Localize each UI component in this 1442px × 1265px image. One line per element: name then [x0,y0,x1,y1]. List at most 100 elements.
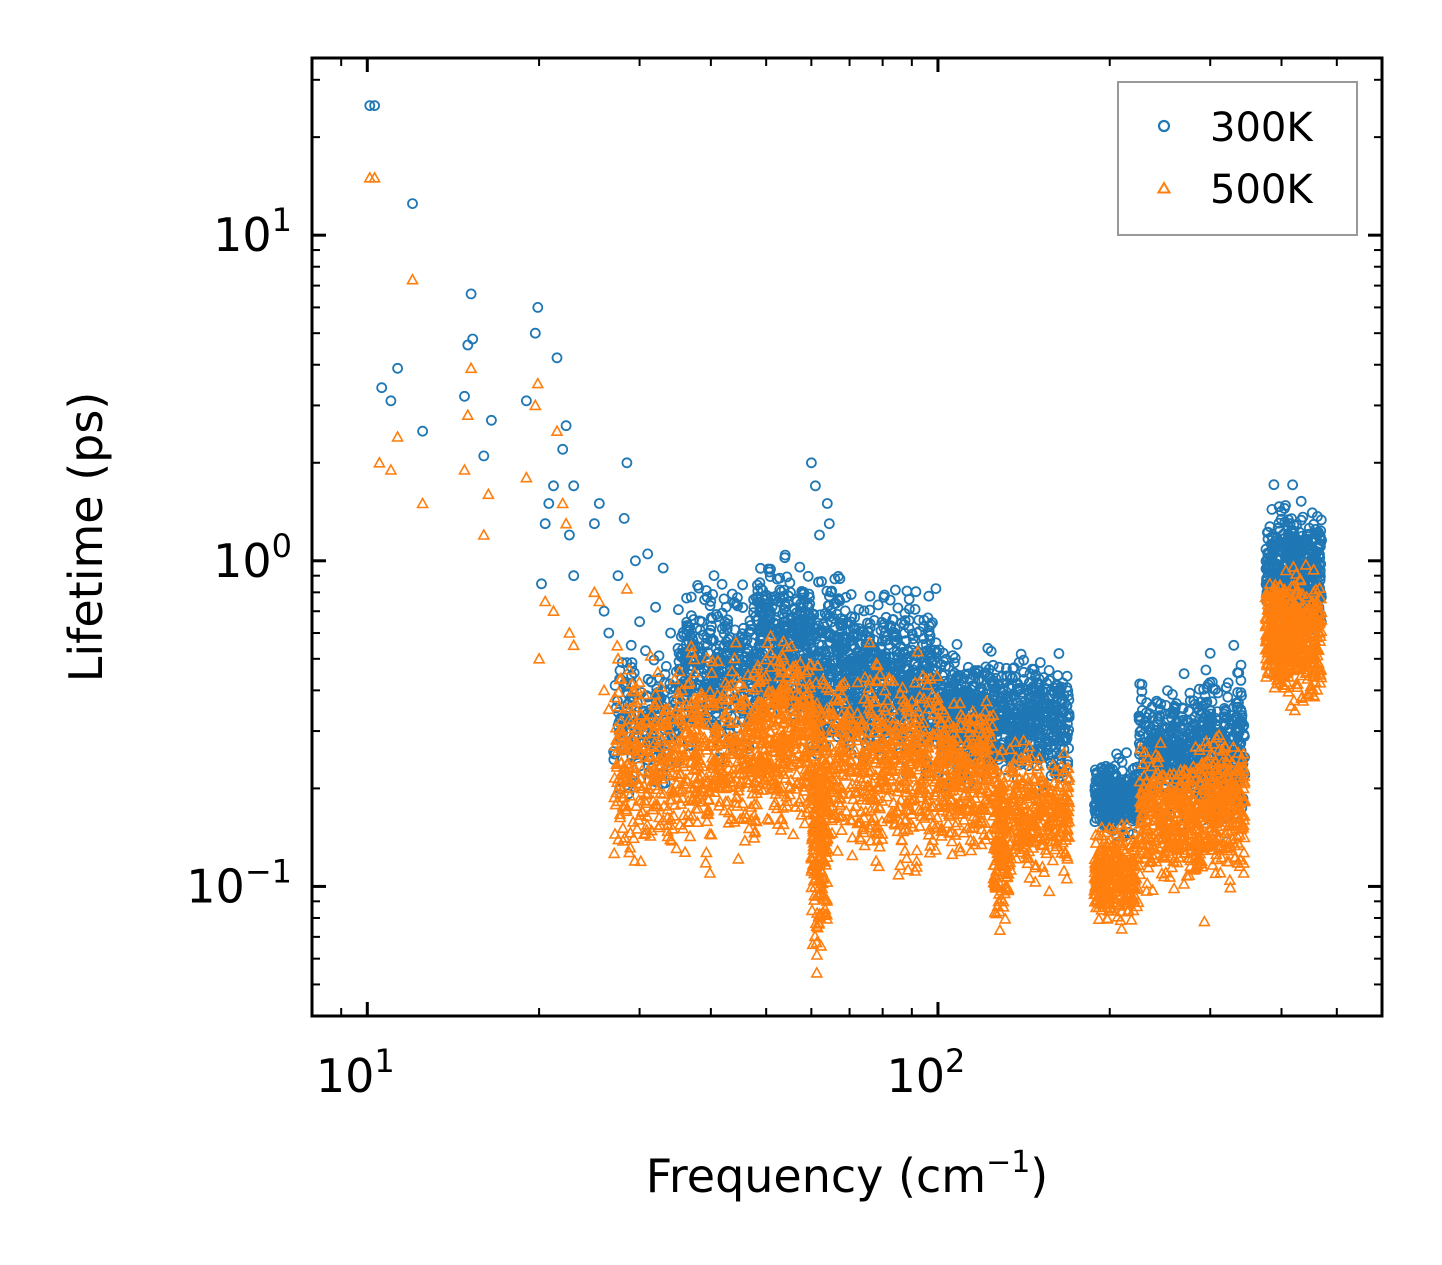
data-point-300k [899,648,911,660]
data-point-300k [755,582,767,594]
data-point-300k [898,619,910,630]
data-point-300k [764,571,776,582]
data-point-300k [864,604,876,616]
data-point-300k [755,625,767,637]
data-point-300k [856,651,867,663]
data-point-300k [719,620,731,632]
data-point-300k [823,590,835,602]
data-point-300k [835,662,847,674]
data-point-300k [878,622,890,633]
data-point-300k [718,593,730,605]
data-point-300k [829,573,841,585]
data-point-300k [853,604,865,615]
data-point-300k [781,607,792,618]
data-point-300k [681,592,692,604]
data-point-300k [845,589,857,600]
data-point-300k [910,586,922,598]
data-point-300k [860,638,872,650]
data-point-300k [712,611,724,622]
data-point-300k [745,620,757,631]
data-point-300k [721,623,733,635]
data-point-300k [729,624,741,636]
data-point-300k [642,673,654,685]
data-point-300k [903,593,915,605]
data-point-300k [920,685,932,697]
data-point-300k [685,591,697,603]
data-point-300k [710,609,722,620]
data-point-300k [673,663,685,675]
data-point-300k [877,635,888,647]
data-point-300k [896,655,908,666]
data-point-300k [885,620,897,632]
data-point-300k [909,604,921,615]
data-point-300k [770,614,782,626]
data-point-300k [820,657,832,669]
data-point-300k [628,667,640,679]
data-point-300k [918,633,930,645]
data-point-300k [781,571,793,583]
data-point-300k [886,662,898,673]
data-point-300k [815,670,827,682]
data-point-300k [890,584,901,596]
data-point-300k [880,611,892,623]
data-point-300k [864,622,876,634]
data-point-300k [815,609,826,621]
data-point-300k [757,614,769,626]
data-point-300k [922,612,934,624]
data-point-300k [908,687,919,698]
data-point-300k [896,617,908,629]
data-point-300k [778,584,790,596]
data-point-300k [777,629,789,641]
data-point-300k [808,609,820,621]
data-point-300k [789,617,801,628]
data-point-300k [813,639,825,650]
data-point-300k [870,645,881,657]
data-point-300k [660,661,672,672]
data-point-300k [742,643,753,655]
data-point-300k [708,570,720,581]
data-point-300k [878,591,890,603]
series-layer [363,100,1328,978]
data-point-300k [826,585,838,597]
data-point-300k [886,657,897,669]
data-point-300k [804,592,815,603]
data-point-300k [901,664,912,676]
data-point-300k [872,599,884,611]
data-point-300k [902,645,914,657]
data-point-300k [726,588,738,600]
data-point-300k [737,579,748,591]
data-point-300k [763,563,774,575]
data-point-300k [673,604,684,616]
data-point-300k [794,561,806,573]
data-point-300k [831,645,843,656]
data-point-300k [755,562,766,574]
data-point-300k [923,590,935,602]
data-point-300k [705,596,717,607]
data-point-300k [798,598,809,610]
data-point-300k [841,668,853,680]
data-point-300k [704,600,716,612]
data-point-300k [858,605,870,617]
data-point-300k [862,656,874,668]
data-point-300k [924,630,936,641]
data-point-300k [823,637,835,648]
data-point-300k [754,603,766,615]
data-point-300k [672,643,684,654]
data-point-300k [693,633,704,644]
data-point-300k [810,623,821,635]
data-point-300k [899,674,910,686]
data-point-300k [645,676,657,688]
data-point-300k [744,615,756,627]
data-point-300k [860,631,872,642]
data-point-300k [609,680,621,691]
data-point-300k [857,658,868,670]
data-point-300k [930,583,942,594]
data-point-300k [816,576,827,587]
data-point-300k [885,687,897,699]
data-point-300k [779,597,791,608]
data-point-300k [681,616,693,628]
data-point-300k [796,586,808,597]
data-point-300k [833,594,845,606]
data-point-300k [853,623,865,634]
